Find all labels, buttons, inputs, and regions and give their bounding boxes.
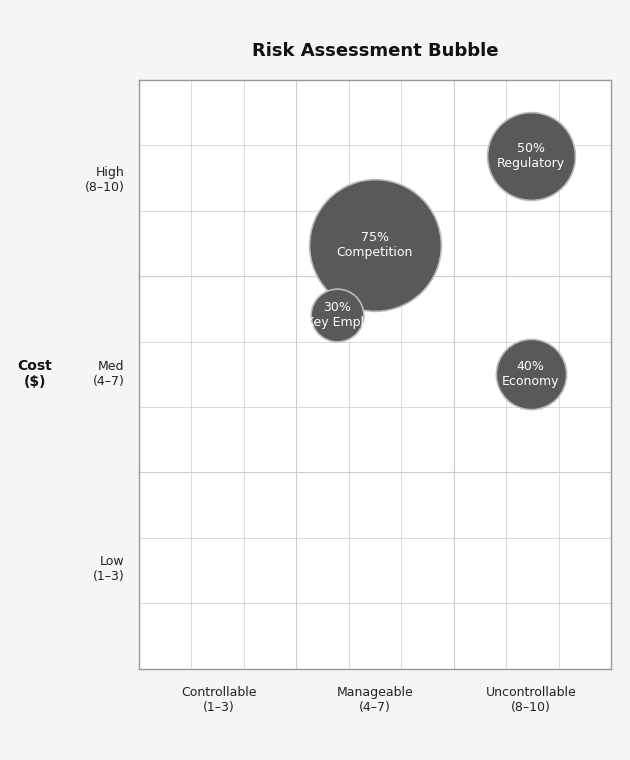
Point [332,309,342,321]
Text: High
(8–10): High (8–10) [84,166,125,194]
Text: 50%
Regulatory: 50% Regulatory [496,142,565,170]
Text: Risk Assessment Bubble: Risk Assessment Bubble [251,43,498,60]
Point [370,239,380,251]
Text: Controllable
(1–3): Controllable (1–3) [181,686,256,714]
Point [525,150,536,163]
Text: Manageable
(4–7): Manageable (4–7) [336,686,413,714]
Text: Med
(4–7): Med (4–7) [93,360,125,388]
Text: 40%
Economy: 40% Economy [502,360,559,388]
Text: 30%
Key Empl.: 30% Key Empl. [306,302,368,329]
Text: Uncontrollable
(8–10): Uncontrollable (8–10) [485,686,576,714]
Text: Cost
($): Cost ($) [17,359,52,389]
Text: Low
(1–3): Low (1–3) [93,555,125,583]
Text: 75%
Competition: 75% Competition [336,231,413,258]
Point [525,369,536,381]
